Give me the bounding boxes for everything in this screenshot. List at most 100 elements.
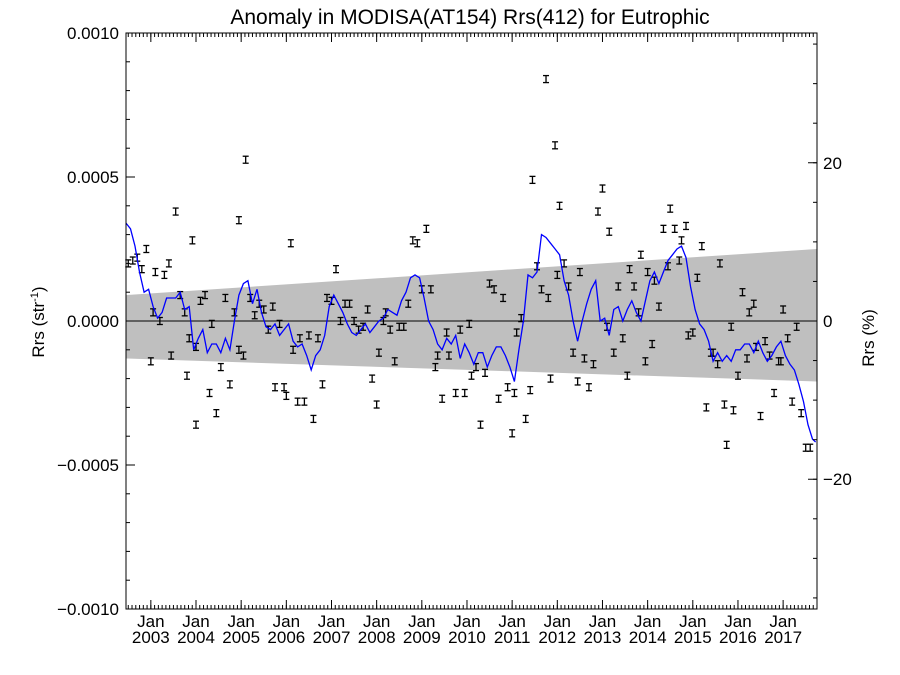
data-point xyxy=(574,377,581,386)
data-points xyxy=(125,74,814,452)
data-point xyxy=(637,250,644,259)
y-tick-label: −0.0010 xyxy=(57,600,119,619)
data-point xyxy=(495,394,502,403)
data-point xyxy=(694,273,701,282)
data-point xyxy=(486,279,493,288)
y-tick-label: −0.0005 xyxy=(57,456,119,475)
data-point xyxy=(405,299,412,308)
data-point xyxy=(714,360,721,369)
data-point xyxy=(793,322,800,331)
x-tick-year: 2013 xyxy=(584,628,622,647)
data-point xyxy=(777,357,784,366)
x-tick-year: 2016 xyxy=(719,628,757,647)
data-point xyxy=(165,259,172,268)
x-tick-month: Jan xyxy=(137,612,164,631)
data-point xyxy=(698,241,705,251)
data-point xyxy=(409,236,416,245)
data-point xyxy=(296,334,303,343)
data-point xyxy=(798,409,805,418)
data-point xyxy=(576,267,583,277)
data-point xyxy=(183,371,190,380)
data-point xyxy=(685,331,692,340)
data-point xyxy=(649,339,656,349)
data-point xyxy=(615,282,622,291)
x-tick-year: 2005 xyxy=(222,628,260,647)
data-point xyxy=(543,74,550,84)
data-point xyxy=(143,244,150,254)
x-tick-month: Jan xyxy=(679,612,706,631)
data-point xyxy=(235,345,242,354)
data-point xyxy=(780,305,787,314)
x-tick-year: 2007 xyxy=(313,628,351,647)
data-point xyxy=(619,334,626,343)
data-point xyxy=(461,388,468,398)
x-tick-month: Jan xyxy=(544,612,571,631)
left-axis-ticks: 0.0010 0.0005 0.0000 −0.0005 −0.0010 xyxy=(57,24,135,619)
data-point xyxy=(434,351,441,360)
data-point xyxy=(477,420,484,429)
data-point xyxy=(161,270,168,280)
data-point xyxy=(757,411,764,421)
data-point xyxy=(287,239,294,248)
data-point xyxy=(762,337,769,346)
data-point xyxy=(624,371,631,380)
data-point xyxy=(723,440,730,449)
x-tick-year: 2015 xyxy=(674,628,712,647)
data-point xyxy=(414,239,421,248)
data-point xyxy=(242,155,249,164)
data-point xyxy=(590,360,597,369)
data-point xyxy=(728,322,735,331)
data-point xyxy=(789,397,796,406)
data-point xyxy=(351,316,358,326)
data-point xyxy=(527,385,534,395)
data-point xyxy=(337,316,344,326)
data-point xyxy=(208,319,215,329)
data-point xyxy=(301,397,308,406)
data-point xyxy=(276,319,283,329)
x-tick-month: Jan xyxy=(318,612,345,631)
data-point xyxy=(554,270,561,280)
data-point xyxy=(168,351,175,360)
data-point xyxy=(391,357,398,366)
data-point xyxy=(482,368,489,377)
uncertainty-band xyxy=(126,249,817,382)
data-point xyxy=(466,319,473,329)
x-tick-month: Jan xyxy=(273,612,300,631)
data-point xyxy=(581,354,588,363)
data-point xyxy=(746,308,753,317)
data-point xyxy=(457,325,464,334)
data-point xyxy=(743,354,750,363)
y2-tick-label: 20 xyxy=(823,154,842,173)
x-axis-ticks: Jan2003Jan2004Jan2005Jan2006Jan2007Jan20… xyxy=(127,33,818,647)
data-point xyxy=(570,348,577,357)
data-point xyxy=(423,224,430,233)
data-point xyxy=(314,334,321,343)
data-point xyxy=(445,351,452,360)
data-point xyxy=(585,383,592,392)
data-point xyxy=(556,201,563,210)
x-tick-month: Jan xyxy=(769,612,796,631)
y-axis-label: Rrs (str-1) xyxy=(29,286,48,357)
x-tick-month: Jan xyxy=(589,612,616,631)
data-point xyxy=(305,331,312,340)
x-tick-month: Jan xyxy=(227,612,254,631)
data-point xyxy=(452,388,459,398)
data-point xyxy=(683,221,690,231)
data-point xyxy=(310,414,317,424)
data-point xyxy=(689,328,696,337)
data-point xyxy=(606,227,613,236)
data-point xyxy=(251,311,258,320)
x-tick-month: Jan xyxy=(408,612,435,631)
data-point xyxy=(671,224,678,233)
plot-area xyxy=(125,74,817,452)
data-point xyxy=(226,380,233,389)
y-tick-label: 0.0000 xyxy=(67,312,119,331)
y2-axis-label: Rrs (%) xyxy=(859,309,878,367)
data-point xyxy=(504,383,511,392)
x-tick-year: 2017 xyxy=(764,628,802,647)
data-point xyxy=(716,259,723,268)
data-point xyxy=(443,328,450,337)
x-tick-month: Jan xyxy=(363,612,390,631)
x-tick-year: 2014 xyxy=(629,628,667,647)
